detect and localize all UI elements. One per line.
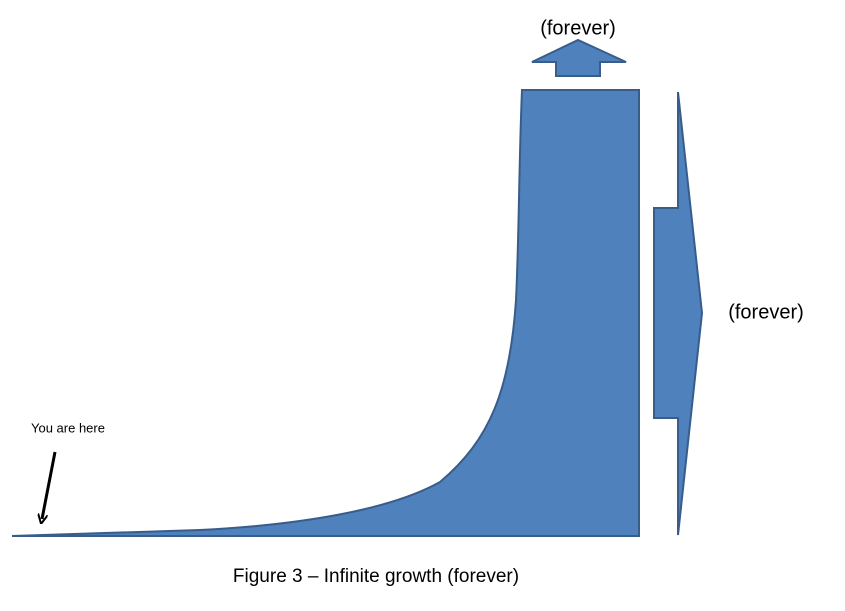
right-arrow-label: (forever) <box>728 301 804 323</box>
pointer-arrow <box>42 451 57 519</box>
up-arrow <box>531 38 627 77</box>
pointer-label: You are here <box>31 420 105 435</box>
right-arrow <box>653 91 704 536</box>
caption: Figure 3 – Infinite growth (forever) <box>233 566 519 587</box>
top-arrow-label: (forever) <box>540 17 616 39</box>
growth-area <box>11 89 640 537</box>
